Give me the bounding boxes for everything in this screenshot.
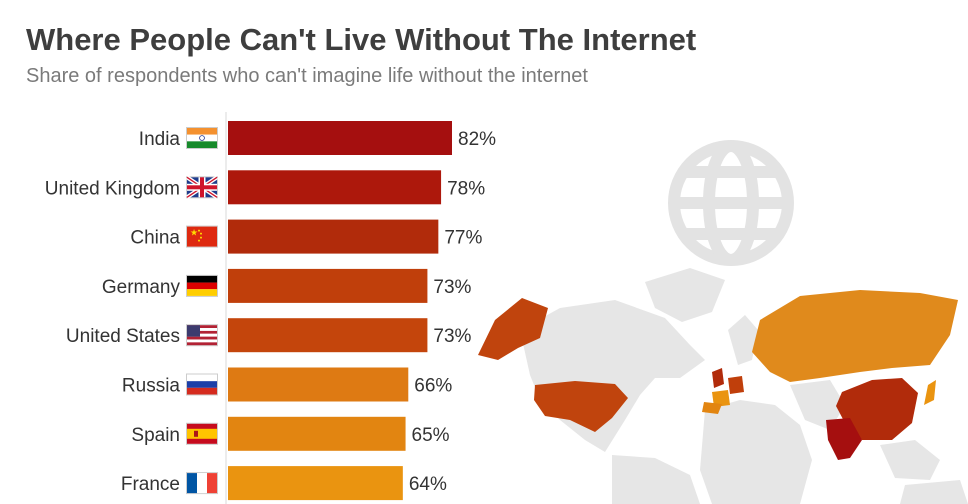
chart-title: Where People Can't Live Without The Inte… xyxy=(26,22,697,57)
value-label: 64% xyxy=(409,474,447,495)
bar-united-kingdom xyxy=(228,170,442,205)
bar-germany xyxy=(228,268,428,303)
bar-france xyxy=(228,466,403,501)
uk-region xyxy=(712,368,724,388)
greenland-landmass xyxy=(645,268,725,322)
india-region xyxy=(826,418,862,460)
value-label: 65% xyxy=(412,425,450,446)
category-label: France xyxy=(121,474,180,495)
value-label: 66% xyxy=(414,376,452,397)
southeast-asia-landmass xyxy=(880,440,940,480)
category-label: India xyxy=(139,129,181,150)
chart-subtitle: Share of respondents who can't imagine l… xyxy=(26,65,588,87)
value-label: 73% xyxy=(433,277,471,298)
japan-region xyxy=(924,380,936,405)
scandinavia-landmass xyxy=(728,315,758,365)
south-america-landmass xyxy=(612,455,700,504)
china-region xyxy=(836,378,918,440)
category-label: Russia xyxy=(122,376,181,397)
category-label: China xyxy=(130,228,180,249)
category-label: Spain xyxy=(131,425,180,446)
germany-region xyxy=(728,376,744,394)
bar-russia xyxy=(228,367,409,402)
united-kingdom-flag-icon xyxy=(185,175,219,199)
middle-east-landmass xyxy=(790,380,845,430)
world-map-illustration xyxy=(478,268,968,504)
spain-region xyxy=(702,402,722,414)
france-region xyxy=(712,390,730,407)
value-label: 73% xyxy=(433,326,471,347)
australia-landmass xyxy=(900,480,968,504)
category-label: Germany xyxy=(102,277,181,298)
germany-flag-icon xyxy=(186,274,218,297)
category-label: United States xyxy=(66,326,180,347)
usa-region xyxy=(534,381,628,432)
category-label: United Kingdom xyxy=(45,178,180,199)
value-label: 78% xyxy=(447,178,485,199)
bar-spain xyxy=(228,416,406,451)
russia-region xyxy=(752,290,958,382)
india-flag-icon xyxy=(186,127,218,149)
svg-text:★: ★ xyxy=(190,229,198,239)
russia-flag-icon xyxy=(186,373,218,396)
africa-landmass xyxy=(700,400,812,504)
value-label: 82% xyxy=(458,129,496,150)
bar-united-states xyxy=(228,318,428,353)
globe-icon xyxy=(668,140,794,266)
alaska-region xyxy=(478,298,548,360)
china-flag-icon: ★ xyxy=(186,225,218,248)
bar-china xyxy=(228,219,439,254)
value-label: 77% xyxy=(444,228,482,249)
bar-india xyxy=(228,121,452,155)
france-flag-icon xyxy=(186,472,218,495)
spain-flag-icon xyxy=(186,422,218,445)
united-states-flag-icon xyxy=(186,324,218,347)
